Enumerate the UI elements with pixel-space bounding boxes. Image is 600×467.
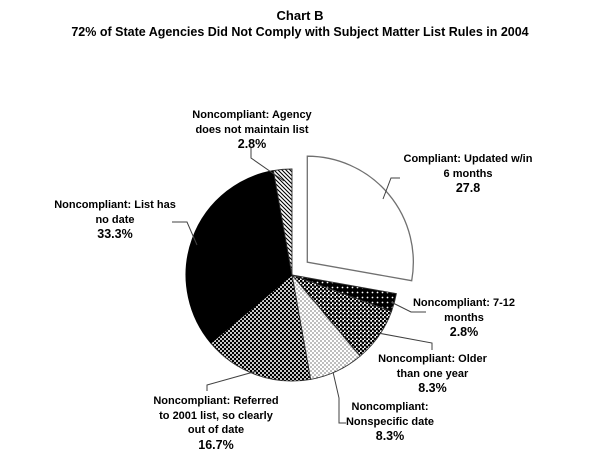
pie-slice-noncompliant-agency-no-list xyxy=(272,168,293,276)
leader-compliant xyxy=(382,177,400,200)
label-line: months xyxy=(444,311,484,324)
label-line: Nonspecific date xyxy=(345,415,435,428)
label-value: 27.8 xyxy=(455,181,481,195)
label-line: to 2001 list, so clearly xyxy=(159,409,273,422)
label-value: 2.8% xyxy=(237,137,267,151)
label-referred-2001: Noncompliant: Referred to 2001 list, so … xyxy=(121,394,311,453)
label-line: 6 months xyxy=(443,167,493,180)
label-line: no date xyxy=(95,213,135,226)
label-line: Noncompliant: Referred xyxy=(153,395,279,407)
chart-title-block: Chart B 72% of State Agencies Did Not Co… xyxy=(0,7,600,41)
leader-referred-2001 xyxy=(206,370,258,391)
chart-subtitle: 72% of State Agencies Did Not Comply wit… xyxy=(71,25,529,39)
leader-nonspecific-date xyxy=(332,371,346,424)
label-line: out of date xyxy=(187,424,245,436)
label-line: Noncompliant: Older xyxy=(378,353,487,365)
leader-list-no-date xyxy=(172,221,198,246)
label-line: Noncompliant: xyxy=(351,401,429,413)
label-compliant: Compliant: Updated w/in 6 months 27.8 xyxy=(378,152,558,196)
label-list-no-date: Noncompliant: List has no date 33.3% xyxy=(30,198,200,242)
label-line: Noncompliant: List has xyxy=(54,199,176,211)
label-line: than one year xyxy=(396,367,469,380)
pie-slices-group xyxy=(185,155,414,382)
label-value: 16.7% xyxy=(198,437,234,452)
leader-older-than-one-year xyxy=(377,332,433,350)
label-value: 8.3% xyxy=(418,381,447,395)
label-line: Compliant: Updated w/in xyxy=(403,153,533,165)
label-7-12-months: Noncompliant: 7-12 months 2.8% xyxy=(384,296,544,340)
chart-title: Chart B xyxy=(276,8,324,23)
label-value: 2.8% xyxy=(449,325,479,339)
label-value: 33.3% xyxy=(97,227,133,241)
label-line: Noncompliant: 7-12 xyxy=(412,297,516,309)
label-agency-no-list: Noncompliant: Agency does not maintain l… xyxy=(162,108,342,152)
label-line: Noncompliant: Agency xyxy=(192,109,312,121)
leader-7-12-months xyxy=(390,301,426,313)
pie-slice-noncompliant-list-has-no-date xyxy=(185,170,293,344)
label-nonspecific-date: Noncompliant: Nonspecific date 8.3% xyxy=(305,400,475,444)
pie-slice-compliant-updated-6mo xyxy=(306,155,414,282)
leader-agency-no-list xyxy=(250,147,285,182)
label-line: does not maintain list xyxy=(195,123,309,136)
label-value: 8.3% xyxy=(375,429,405,443)
label-older-than-one-year: Noncompliant: Older than one year 8.3% xyxy=(345,352,520,396)
pie-slice-noncompliant-referred-2001-list xyxy=(210,274,312,382)
leader-lines-group xyxy=(172,147,433,424)
